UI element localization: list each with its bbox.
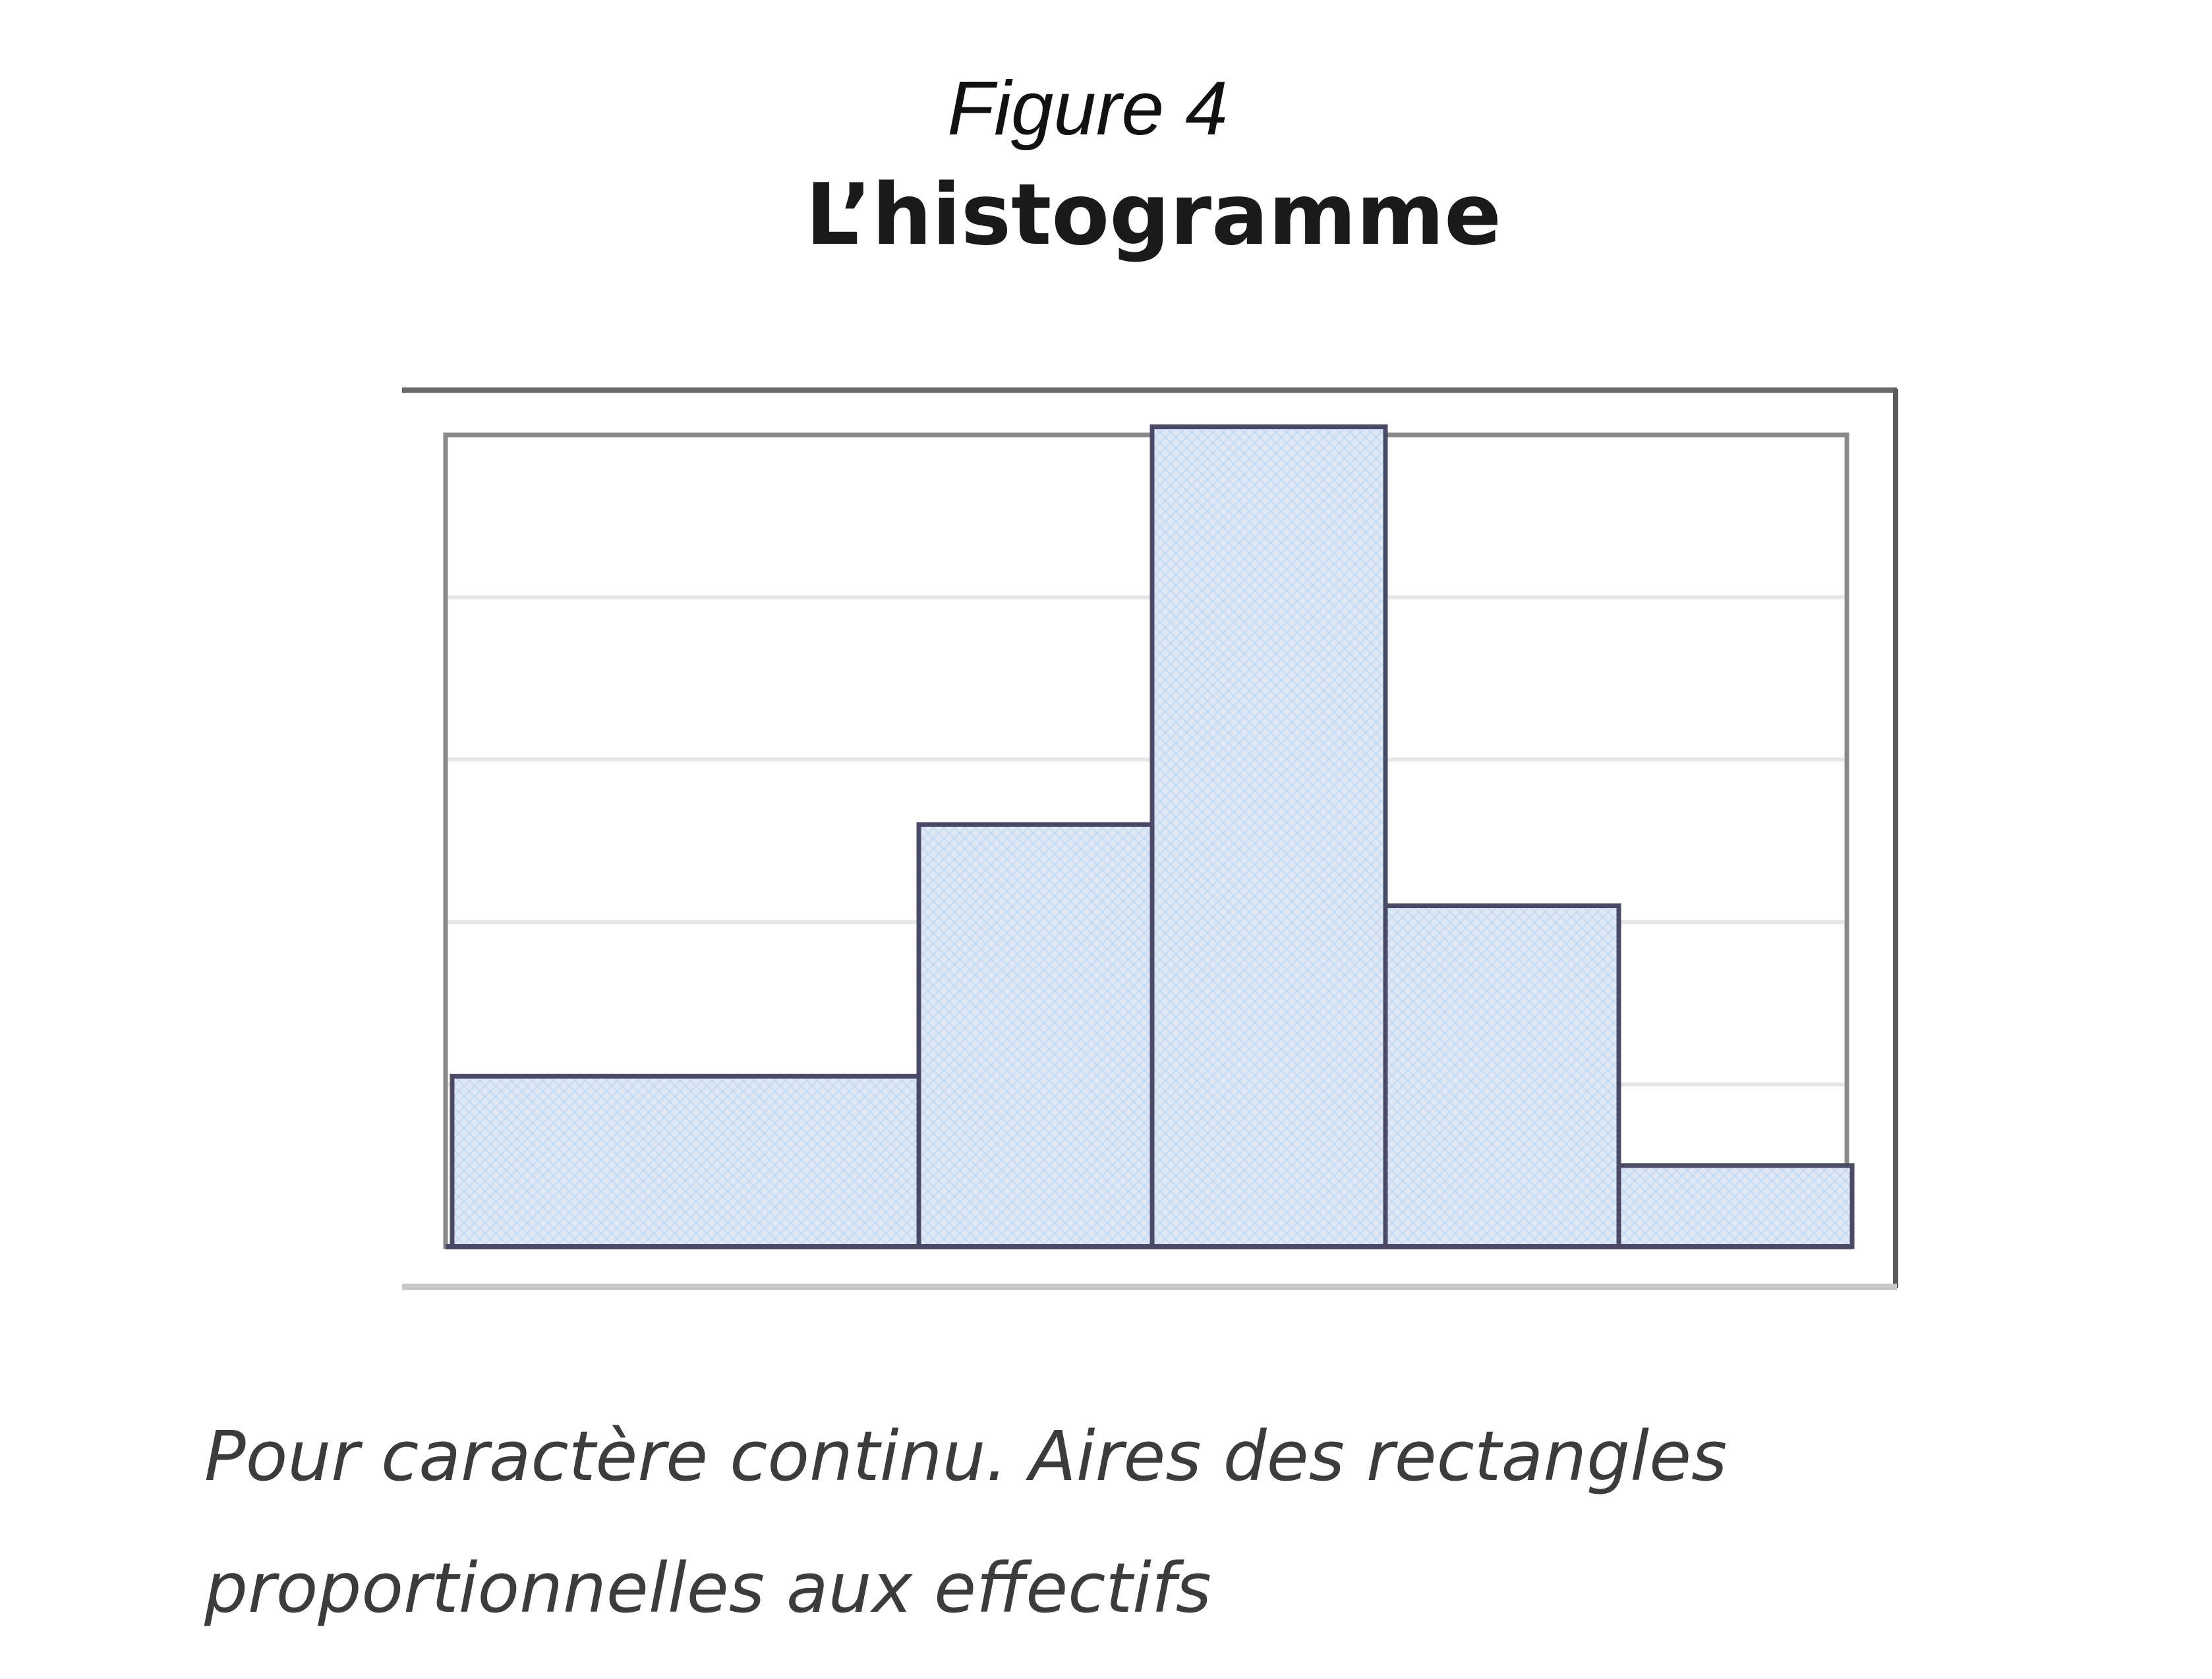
histogram-bar-5: [1616, 1163, 1855, 1249]
histogram-bar-2: [916, 822, 1155, 1249]
chart-title: L’histogramme: [805, 166, 1501, 264]
histogram-bar-3: [1150, 424, 1388, 1249]
histogram-bar-1: [450, 1073, 921, 1249]
figure-label: Figure 4: [947, 65, 1228, 151]
caption: Pour caractère continu. Aires des rectan…: [204, 1416, 1728, 1628]
histogram-bar-4: [1383, 903, 1621, 1249]
